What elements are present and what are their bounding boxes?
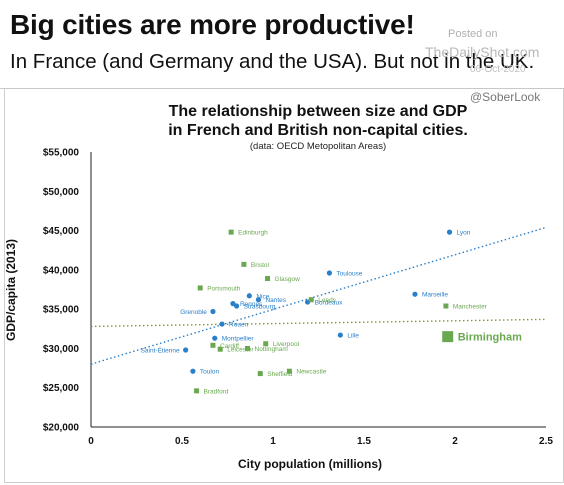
france-city-label: Rennes: [240, 301, 263, 308]
watermark-date: 06-Oct-2020: [470, 64, 526, 75]
uk-city-point: [257, 371, 263, 377]
france-city-label: Lyon: [457, 230, 471, 237]
france-city-label: Strasbourg: [244, 304, 276, 311]
chart-subtitle: (data: OECD Metopolitan Areas): [250, 141, 386, 152]
france-city-point: [446, 229, 453, 235]
subhead: In France (and Germany and the USA). But…: [10, 50, 535, 73]
france-city-label: Saint-Étienne: [141, 346, 180, 355]
y-tick-label: $55,000: [43, 148, 80, 159]
x-tick-label: 2: [452, 436, 458, 447]
x-tick-label: 1: [270, 436, 276, 447]
chart-title-line-2: in French and British non-capital cities…: [168, 122, 468, 139]
uk-city-label: Bradford: [204, 388, 229, 395]
france-city-point: [246, 293, 252, 299]
france-city-point: [210, 308, 216, 315]
uk-city-label: Nottingham: [255, 346, 288, 353]
uk-city-point: [197, 285, 203, 291]
france-city-label: Grenoble: [180, 309, 207, 316]
x-tick-label: 2.5: [539, 436, 553, 447]
headline: Big cities are more productive!: [10, 9, 415, 40]
twitter-handle: @SoberLook: [470, 90, 541, 104]
chart-title-line-1: The relationship between size and GDP: [169, 103, 468, 120]
france-city-label: Montpellier: [222, 336, 255, 343]
x-tick-label: 0.5: [175, 436, 189, 447]
uk-city-label: Sheffield: [267, 371, 293, 378]
y-axis-label: GDP/capita (2013): [4, 239, 18, 341]
uk-city-point: [228, 229, 234, 235]
uk-city-label: Glasgow: [275, 276, 301, 283]
uk-city-label: Liverpool: [273, 341, 300, 348]
uk-city-point: [443, 303, 449, 309]
uk-city-point: [217, 346, 223, 352]
france-city-label: Toulouse: [336, 271, 362, 278]
france-city-label: Rouen: [229, 322, 249, 329]
x-tick-label: 0: [88, 436, 94, 447]
uk-city-label: Newcastle: [296, 369, 326, 376]
uk-city-point: [265, 276, 271, 281]
uk-city-point: [286, 368, 292, 374]
france-city-point: [337, 332, 343, 338]
watermark-site: TheDailyShot.com: [425, 44, 540, 60]
uk-city-point: [308, 297, 314, 303]
uk-city-point: [245, 345, 251, 351]
france-city-label: Marseille: [422, 292, 448, 299]
uk-city-label: Manchester: [453, 304, 488, 311]
y-tick-label: $40,000: [43, 265, 80, 276]
france-city-point: [412, 291, 418, 297]
chart-panel: [4, 89, 564, 483]
uk-city-point: [194, 388, 200, 394]
france-city-point: [183, 347, 189, 353]
uk-city-label: Portsmouth: [207, 285, 241, 292]
y-tick-label: $50,000: [43, 187, 80, 198]
france-city-label: Lille: [347, 333, 359, 340]
france-city-point: [212, 335, 218, 341]
france-city-label: Bordeaux: [315, 300, 344, 307]
uk-city-point: [241, 261, 247, 267]
y-tick-label: $25,000: [43, 383, 80, 394]
x-tick-label: 1.5: [357, 436, 371, 447]
uk-city-point: [442, 331, 454, 343]
france-city-point: [255, 297, 262, 303]
watermark-posted: Posted on: [448, 28, 498, 40]
y-tick-label: $20,000: [43, 423, 80, 434]
france-city-point: [326, 270, 333, 276]
uk-city-label: Bristol: [251, 262, 270, 269]
y-tick-label: $35,000: [43, 305, 80, 316]
france-city-point: [190, 368, 196, 374]
uk-city-point: [263, 341, 269, 347]
france-city-point: [219, 321, 225, 327]
uk-city-label: Cardiff: [220, 343, 239, 350]
france-city-label: Toulon: [200, 369, 220, 376]
uk-city-label: Edinburgh: [238, 230, 268, 237]
france-city-label: Nice: [256, 293, 269, 300]
x-axis-label: City population (millions): [238, 457, 382, 471]
uk-city-label: Leeds: [318, 297, 336, 304]
y-tick-label: $30,000: [43, 344, 80, 355]
france-city-label: Nantes: [265, 297, 286, 304]
uk-trendline: [90, 318, 547, 328]
france-city-point: [234, 303, 240, 309]
uk-city-label: Leicester: [227, 347, 254, 354]
y-tick-label: $45,000: [43, 226, 80, 237]
header: Big cities are more productive! In Franc…: [0, 0, 564, 89]
uk-city-label: Birmingham: [458, 332, 522, 344]
uk-city-point: [210, 342, 216, 348]
